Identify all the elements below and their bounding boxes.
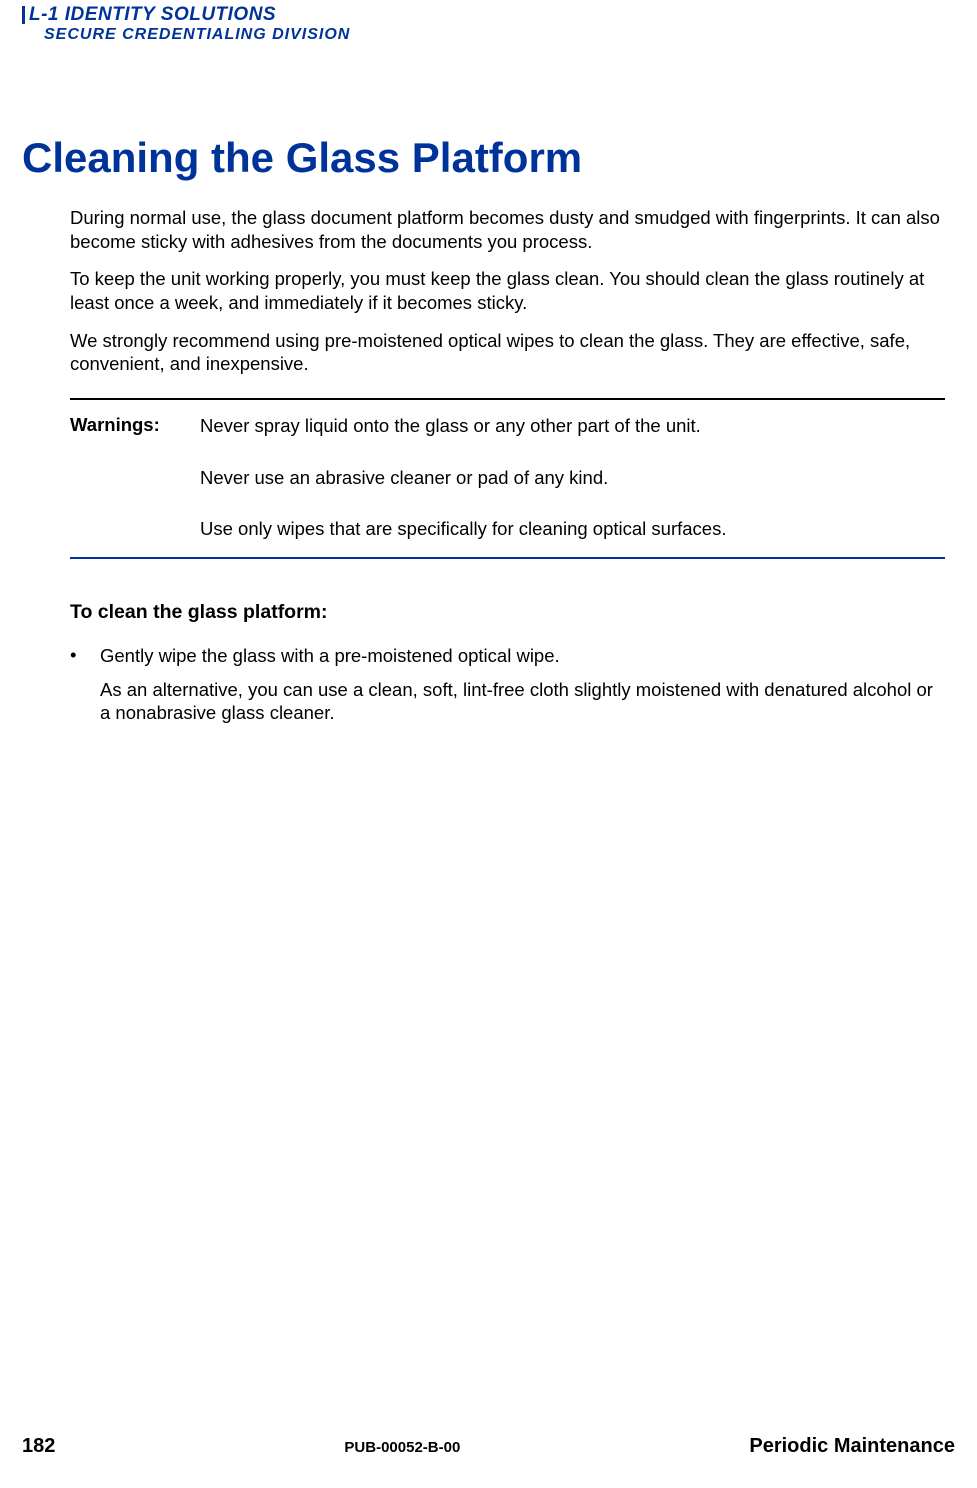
warnings-body: Never spray liquid onto the glass or any… (200, 414, 945, 541)
logo-bar-icon (22, 6, 25, 24)
company-logo: L-1 IDENTITY SOLUTIONS SECURE CREDENTIAL… (22, 0, 955, 44)
warning-item: Never use an abrasive cleaner or pad of … (200, 466, 945, 490)
paragraph: During normal use, the glass document pl… (70, 206, 945, 253)
warning-item: Never spray liquid onto the glass or any… (200, 414, 945, 438)
logo-line-1: L-1 IDENTITY SOLUTIONS (22, 4, 955, 26)
document-page: L-1 IDENTITY SOLUTIONS SECURE CREDENTIAL… (0, 0, 977, 1488)
bullet-icon: • (70, 644, 100, 668)
bullet-followup: As an alternative, you can use a clean, … (70, 678, 945, 725)
warning-item: Use only wipes that are specifically for… (200, 517, 945, 541)
footer-pub-id: PUB-00052-B-00 (344, 1439, 460, 1456)
procedure-steps: • Gently wipe the glass with a pre-moist… (22, 644, 955, 725)
procedure-subheading: To clean the glass platform: (22, 601, 955, 624)
paragraph: To keep the unit working properly, you m… (70, 267, 945, 314)
warnings-label: Warnings: (70, 414, 200, 541)
logo-line-2: SECURE CREDENTIALING DIVISION (22, 26, 955, 44)
intro-paragraphs: During normal use, the glass document pl… (22, 206, 955, 376)
bullet-text: Gently wipe the glass with a pre-moisten… (100, 644, 945, 668)
footer-page-number: 182 (22, 1435, 55, 1458)
logo-text-1: L-1 IDENTITY SOLUTIONS (29, 4, 276, 26)
page-footer: 182 PUB-00052-B-00 Periodic Maintenance (0, 1435, 977, 1458)
footer-section: Periodic Maintenance (749, 1435, 955, 1458)
page-title: Cleaning the Glass Platform (22, 134, 955, 182)
paragraph: We strongly recommend using pre-moistene… (70, 329, 945, 376)
warnings-callout: Warnings: Never spray liquid onto the gl… (70, 398, 945, 559)
bullet-item: • Gently wipe the glass with a pre-moist… (70, 644, 945, 668)
